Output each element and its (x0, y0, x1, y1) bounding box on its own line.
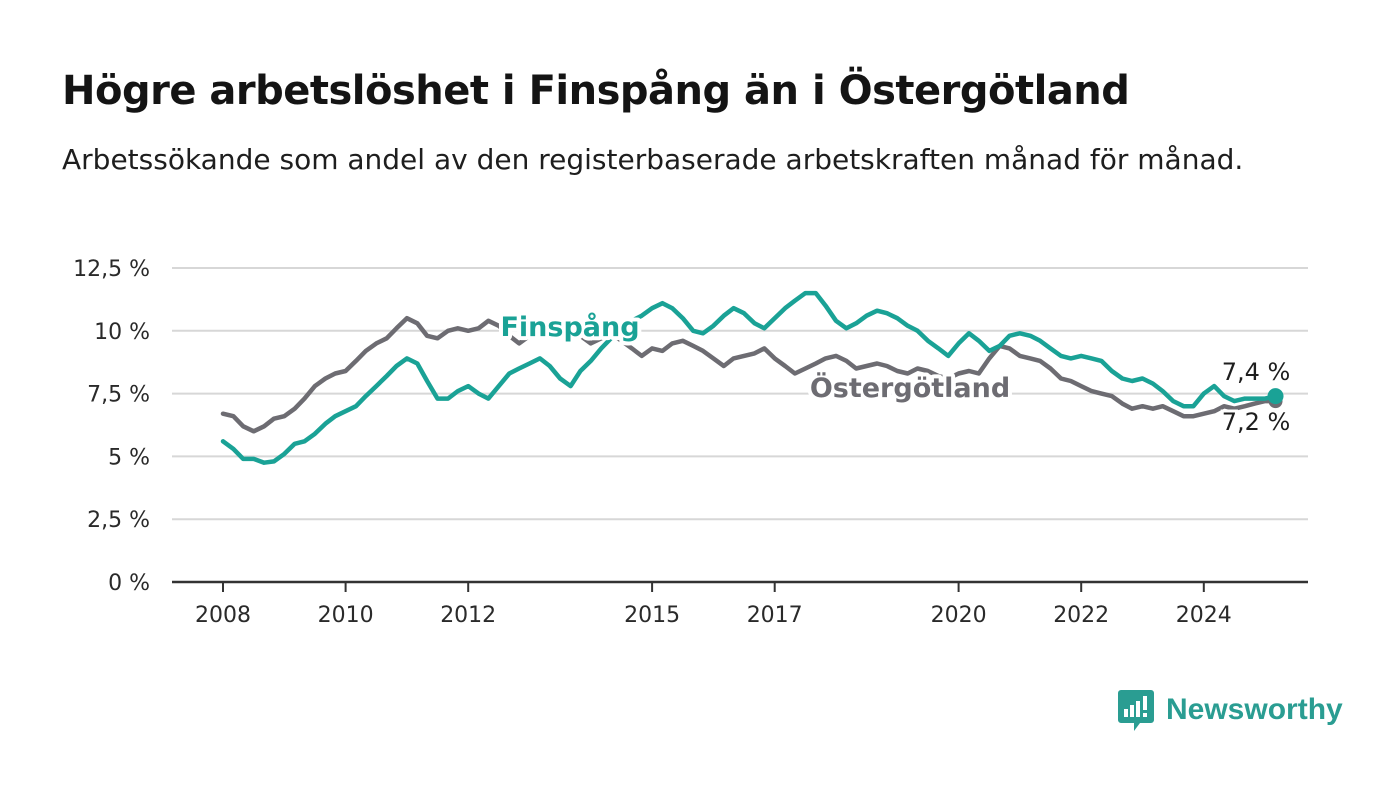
x-tick-label: 2020 (931, 603, 987, 628)
chart-subtitle: Arbetssökande som andel av den registerb… (62, 143, 1244, 176)
chart-title: Högre arbetslöshet i Finspång än i Öster… (62, 68, 1130, 114)
series-line-ostergotland (220, 315, 1278, 434)
series-lines (220, 290, 1284, 465)
newsworthy-logo-icon (1118, 690, 1154, 731)
x-tick-label: 2015 (624, 603, 680, 628)
x-tick-label: 2017 (747, 603, 803, 628)
x-axis-ticks: 2008 2010 2012 2015 2017 2020 2022 2024 (195, 582, 1232, 628)
brand-name: Newsworthy (1166, 693, 1343, 726)
end-marker-finspang (1267, 388, 1284, 405)
end-label-ostergotland: 7,2 % (1222, 408, 1291, 436)
y-tick-label: 7,5 % (87, 383, 150, 408)
y-tick-label: 5 % (108, 445, 150, 470)
x-tick-label: 2012 (440, 603, 496, 628)
series-label-ostergotland: Östergötland (810, 371, 1010, 404)
series-line-finspang (220, 290, 1278, 465)
y-axis-ticks: 0 % 2,5 % 5 % 7,5 % 10 % 12,5 % (73, 257, 150, 596)
gridlines (172, 267, 1308, 584)
y-tick-label: 12,5 % (73, 257, 150, 282)
end-label-finspang: 7,4 % (1222, 358, 1291, 386)
x-tick-label: 2022 (1053, 603, 1109, 628)
x-tick-label: 2008 (195, 603, 251, 628)
x-tick-label: 2024 (1176, 603, 1232, 628)
x-tick-label: 2010 (318, 603, 374, 628)
y-tick-label: 2,5 % (87, 508, 150, 533)
newsworthy-brand[interactable]: Newsworthy (1118, 688, 1343, 732)
series-labels: Finspång Östergötland 7,4 % 7,2 % (496, 307, 1293, 439)
y-tick-label: 0 % (108, 571, 150, 596)
series-label-finspang: Finspång (500, 311, 639, 343)
y-tick-label: 10 % (94, 320, 150, 345)
